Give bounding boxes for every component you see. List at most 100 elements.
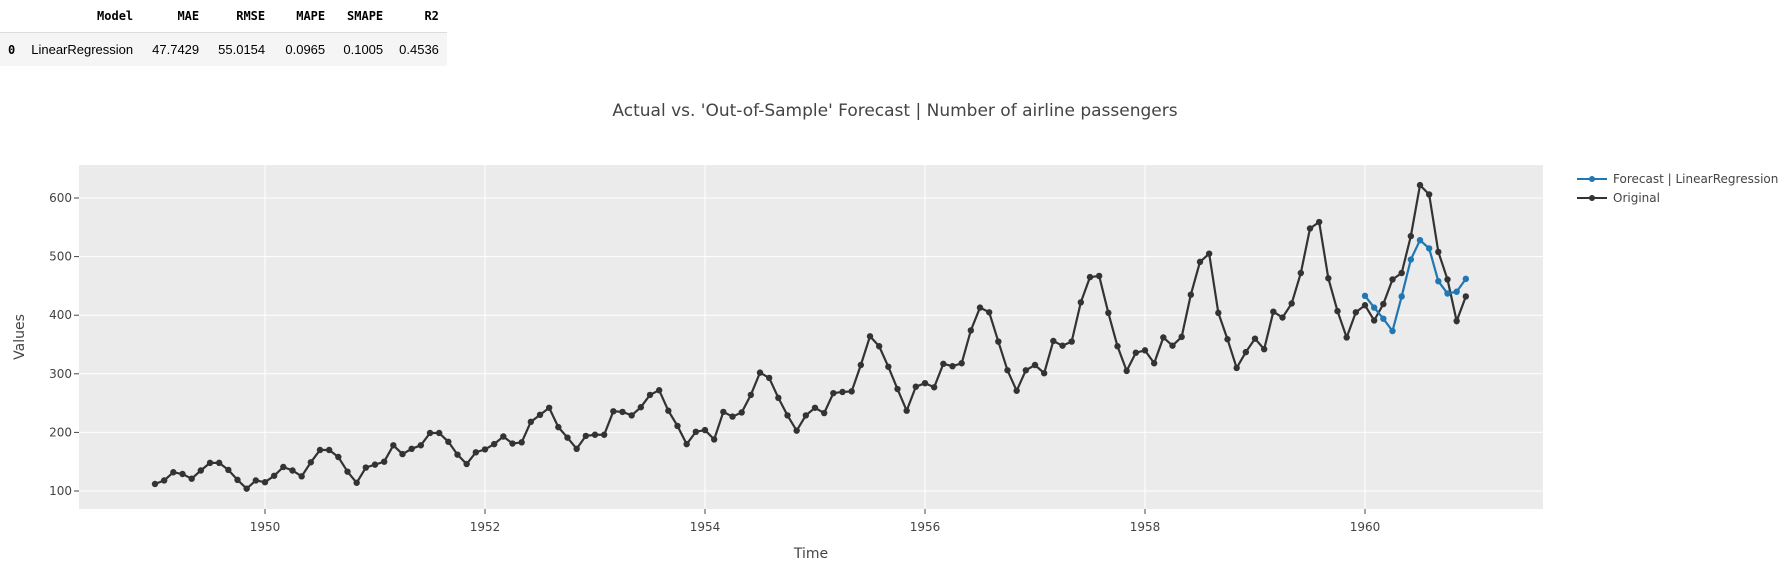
original-point[interactable] — [1169, 342, 1176, 349]
original-point[interactable] — [225, 466, 232, 474]
original-point[interactable] — [426, 429, 434, 437]
original-point[interactable] — [784, 412, 791, 419]
original-point[interactable] — [1444, 276, 1451, 283]
original-point[interactable] — [307, 459, 315, 466]
original-point[interactable] — [811, 404, 819, 411]
original-point[interactable] — [573, 445, 580, 453]
original-point[interactable] — [1288, 300, 1295, 307]
original-point[interactable] — [197, 467, 205, 474]
original-point[interactable] — [261, 479, 269, 486]
original-point[interactable] — [518, 439, 525, 446]
original-point[interactable] — [1352, 309, 1360, 316]
original-point[interactable] — [390, 442, 397, 449]
original-point[interactable] — [1160, 334, 1167, 341]
original-point[interactable] — [1059, 342, 1066, 349]
original-point[interactable] — [1380, 300, 1387, 308]
original-point[interactable] — [151, 480, 159, 488]
original-point[interactable] — [1224, 336, 1231, 343]
forecast-point[interactable] — [1425, 245, 1433, 252]
original-point[interactable] — [298, 473, 305, 480]
forecast-point[interactable] — [1370, 304, 1378, 311]
original-point[interactable] — [820, 409, 828, 417]
original-point[interactable] — [289, 467, 296, 474]
original-point[interactable] — [1315, 218, 1323, 226]
original-point[interactable] — [1040, 370, 1048, 377]
original-point[interactable] — [1361, 302, 1369, 309]
original-point[interactable] — [1178, 333, 1185, 341]
original-point[interactable] — [665, 407, 672, 414]
original-point[interactable] — [362, 464, 370, 471]
original-point[interactable] — [1132, 349, 1140, 356]
original-point[interactable] — [380, 458, 388, 465]
original-point[interactable] — [490, 440, 498, 448]
original-point[interactable] — [958, 360, 965, 367]
original-point[interactable] — [243, 485, 250, 492]
original-point[interactable] — [1416, 181, 1424, 189]
original-point[interactable] — [985, 309, 993, 316]
original-point[interactable] — [1205, 250, 1213, 257]
original-point[interactable] — [701, 426, 709, 434]
forecast-point[interactable] — [1435, 278, 1442, 285]
original-point[interactable] — [435, 429, 443, 437]
original-point[interactable] — [472, 449, 480, 456]
original-point[interactable] — [912, 383, 920, 390]
forecast-point[interactable] — [1453, 288, 1460, 295]
original-point[interactable] — [720, 408, 727, 416]
original-point[interactable] — [692, 428, 700, 436]
original-point[interactable] — [765, 374, 773, 382]
forecast-point[interactable] — [1444, 290, 1451, 297]
original-point[interactable] — [857, 361, 865, 369]
original-point[interactable] — [206, 459, 214, 467]
original-point[interactable] — [344, 468, 351, 475]
original-point[interactable] — [582, 432, 590, 440]
original-point[interactable] — [1242, 348, 1250, 356]
original-point[interactable] — [710, 436, 718, 443]
original-point[interactable] — [930, 384, 938, 391]
original-point[interactable] — [1077, 299, 1085, 306]
original-point[interactable] — [885, 363, 892, 370]
forecast-point[interactable] — [1389, 327, 1396, 335]
original-point[interactable] — [875, 343, 883, 350]
original-point[interactable] — [839, 388, 846, 396]
original-point[interactable] — [619, 408, 626, 416]
legend-item-label[interactable]: Original — [1613, 191, 1660, 205]
original-point[interactable] — [353, 479, 360, 486]
original-point[interactable] — [729, 413, 736, 420]
original-point[interactable] — [1050, 337, 1057, 345]
forecast-point[interactable] — [1407, 256, 1415, 263]
original-point[interactable] — [683, 440, 690, 448]
forecast-point[interactable] — [1416, 236, 1424, 244]
original-point[interactable] — [637, 404, 645, 411]
original-point[interactable] — [655, 387, 663, 394]
original-point[interactable] — [1270, 308, 1277, 315]
forecast-point[interactable] — [1380, 315, 1387, 322]
original-point[interactable] — [646, 391, 654, 399]
original-point[interactable] — [1251, 335, 1259, 342]
original-point[interactable] — [848, 388, 855, 395]
original-point[interactable] — [1343, 334, 1350, 341]
original-point[interactable] — [802, 412, 810, 419]
original-point[interactable] — [179, 470, 186, 478]
original-point[interactable] — [215, 459, 223, 467]
original-point[interactable] — [1453, 317, 1460, 325]
original-point[interactable] — [509, 440, 516, 447]
original-point[interactable] — [1215, 309, 1222, 317]
original-point[interactable] — [903, 407, 910, 414]
original-point[interactable] — [1389, 276, 1396, 283]
original-point[interactable] — [1196, 258, 1204, 266]
original-point[interactable] — [545, 404, 553, 411]
original-point[interactable] — [527, 418, 535, 426]
original-point[interactable] — [325, 446, 333, 454]
original-point[interactable] — [1279, 314, 1286, 321]
original-point[interactable] — [316, 446, 324, 454]
original-point[interactable] — [417, 442, 425, 449]
original-point[interactable] — [1370, 317, 1378, 324]
original-point[interactable] — [335, 453, 342, 461]
original-point[interactable] — [591, 431, 599, 438]
legend-item-label[interactable]: Forecast | LinearRegression — [1613, 172, 1778, 186]
original-point[interactable] — [1123, 367, 1130, 375]
original-point[interactable] — [536, 411, 544, 419]
original-point[interactable] — [1095, 272, 1103, 280]
original-point[interactable] — [270, 472, 278, 479]
forecast-point[interactable] — [1462, 275, 1470, 283]
